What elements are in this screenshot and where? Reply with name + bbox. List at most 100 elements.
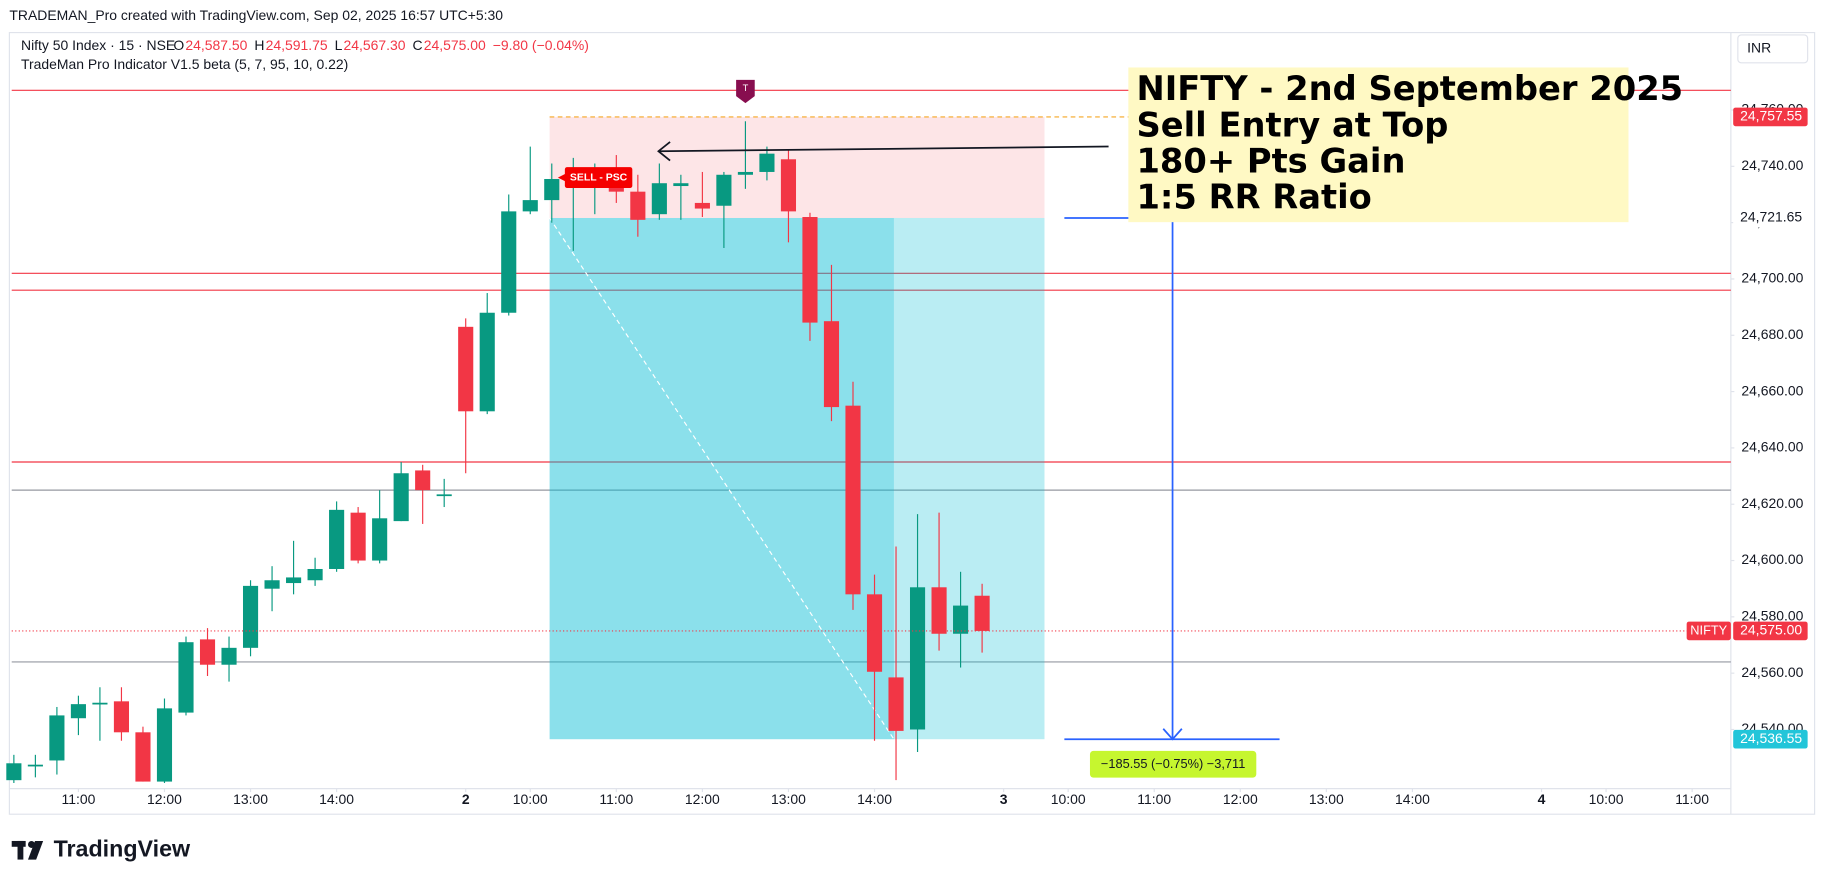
candle-body — [909, 587, 926, 730]
logo-icon — [11, 840, 44, 860]
currency[interactable]: INR — [1747, 40, 1771, 56]
indicator-name: TradeMan Pro Indicator V1.5 beta (5, 7, … — [21, 56, 348, 72]
candle-body — [135, 732, 151, 782]
candle-body — [694, 202, 710, 209]
y-tick-label: 24,600.00 — [1741, 551, 1803, 567]
ohlc-key: H — [254, 37, 264, 53]
candle-body — [479, 312, 495, 412]
y-tick-label: 24,680.00 — [1741, 326, 1803, 342]
logo-text: TradingView — [54, 835, 191, 861]
overlay: Nifty 50 Index · 15 · NSE TradeMan Pro I… — [11, 34, 1809, 861]
x-tick-label: 13:00 — [1309, 791, 1344, 807]
candle-body — [888, 677, 904, 731]
candle-body — [393, 473, 409, 522]
pointer-arrow — [658, 145, 1109, 153]
candle-body — [501, 211, 517, 313]
candle-body — [866, 594, 883, 672]
candle-body — [307, 568, 323, 581]
annotation-line: NIFTY - 2nd September 2025 — [1136, 69, 1683, 108]
annotation-line: Sell Entry at Top — [1136, 105, 1448, 144]
marker-label: T — [743, 83, 749, 93]
ohlc-value: 24,591.75 — [266, 37, 328, 53]
x-tick-label: 11:00 — [599, 791, 633, 807]
entry-tag — [1733, 208, 1808, 228]
candle-body — [458, 326, 474, 412]
symbol-tag — [1686, 621, 1731, 641]
x-tick-label: 12:00 — [1223, 791, 1258, 807]
x-tick-label: 11:00 — [1675, 791, 1709, 807]
candle-body — [823, 321, 840, 408]
measure-box — [1089, 750, 1257, 778]
x-tick-label: 12:00 — [685, 791, 720, 807]
credit: TRADEMAN_Pro created with TradingView.co… — [9, 7, 503, 23]
candle-body — [651, 183, 667, 215]
ohlc-value: 24,575.00 — [424, 37, 486, 53]
ohlc-value: 24,567.30 — [344, 37, 406, 53]
measure-arrow-head — [1162, 728, 1183, 741]
x-tick-label: 11:00 — [1137, 791, 1171, 807]
candle-body — [415, 470, 431, 491]
symbol: Nifty 50 Index · 15 · NSE — [21, 37, 175, 53]
x-tick-label: 14:00 — [857, 791, 892, 807]
candle-body — [436, 494, 452, 497]
x-tick-label: 10:00 — [1589, 791, 1624, 807]
pointer-arrow-head — [657, 141, 671, 162]
target-tag-label: 24,536.55 — [1740, 730, 1802, 746]
candle-body — [70, 704, 86, 719]
x-tick-label: 12:00 — [147, 791, 182, 807]
annotation-line: 1:5 RR Ratio — [1136, 177, 1371, 216]
annotation-box — [1128, 67, 1629, 223]
candle-body — [6, 763, 22, 781]
candle-body — [350, 512, 366, 561]
x-tick-label: 13:00 — [771, 791, 806, 807]
signal-label: SELL - PSC — [570, 172, 628, 183]
y-tick-label: 24,580.00 — [1741, 608, 1803, 624]
candle-body — [221, 647, 237, 665]
chart-frame — [8, 31, 1816, 815]
candle-body — [522, 200, 538, 212]
x-tick-label: 14:00 — [1395, 791, 1430, 807]
y-tick-label: 24,640.00 — [1741, 439, 1803, 455]
candle-body — [974, 595, 990, 631]
currency-button[interactable] — [1737, 34, 1809, 64]
candle-body — [92, 702, 108, 705]
change: −9.80 (−0.04%) — [493, 37, 589, 53]
x-tick-label: 3 — [1000, 791, 1008, 807]
candle-body — [264, 580, 280, 589]
candle-body — [372, 518, 388, 561]
candle-body — [716, 174, 732, 206]
y-tick-label: 24,620.00 — [1741, 495, 1803, 511]
candle-body — [49, 715, 65, 761]
x-tick-label: 2 — [462, 791, 470, 807]
candle-body — [673, 183, 689, 187]
y-tick-label: 24,700.00 — [1741, 270, 1803, 286]
x-tick-label: 11:00 — [61, 791, 95, 807]
ohlc-key: L — [335, 37, 343, 53]
candle-body — [113, 701, 130, 733]
entry-tag-label: 24,721.65 — [1740, 209, 1802, 225]
progress-line — [549, 217, 895, 740]
ohlc-value: 24,587.50 — [185, 37, 247, 53]
candle-body — [544, 178, 560, 201]
signal-box — [564, 167, 633, 189]
candle-body — [178, 642, 194, 713]
candle-body — [931, 587, 947, 634]
last-price-tag — [1733, 621, 1808, 641]
candle-body — [737, 171, 753, 175]
symbol-tag-label: NIFTY — [1690, 622, 1727, 637]
y-tick-label: 24,560.00 — [1741, 664, 1803, 680]
target-zone — [549, 217, 1045, 740]
ohlc-key: C — [413, 37, 423, 53]
x-tick-label: 13:00 — [233, 791, 268, 807]
target-tag — [1733, 729, 1808, 749]
candle-body — [759, 153, 775, 172]
candle-body — [953, 605, 969, 634]
annotation-line: 180+ Pts Gain — [1136, 141, 1405, 180]
x-tick-label: 14:00 — [319, 791, 354, 807]
candle-body — [27, 764, 43, 767]
x-tick-label: 4 — [1538, 791, 1546, 807]
marker — [736, 79, 755, 104]
stop-tag-label: 24,757.55 — [1740, 108, 1802, 124]
measure-label: −185.55 (−0.75%) −3,711 — [1101, 756, 1245, 771]
